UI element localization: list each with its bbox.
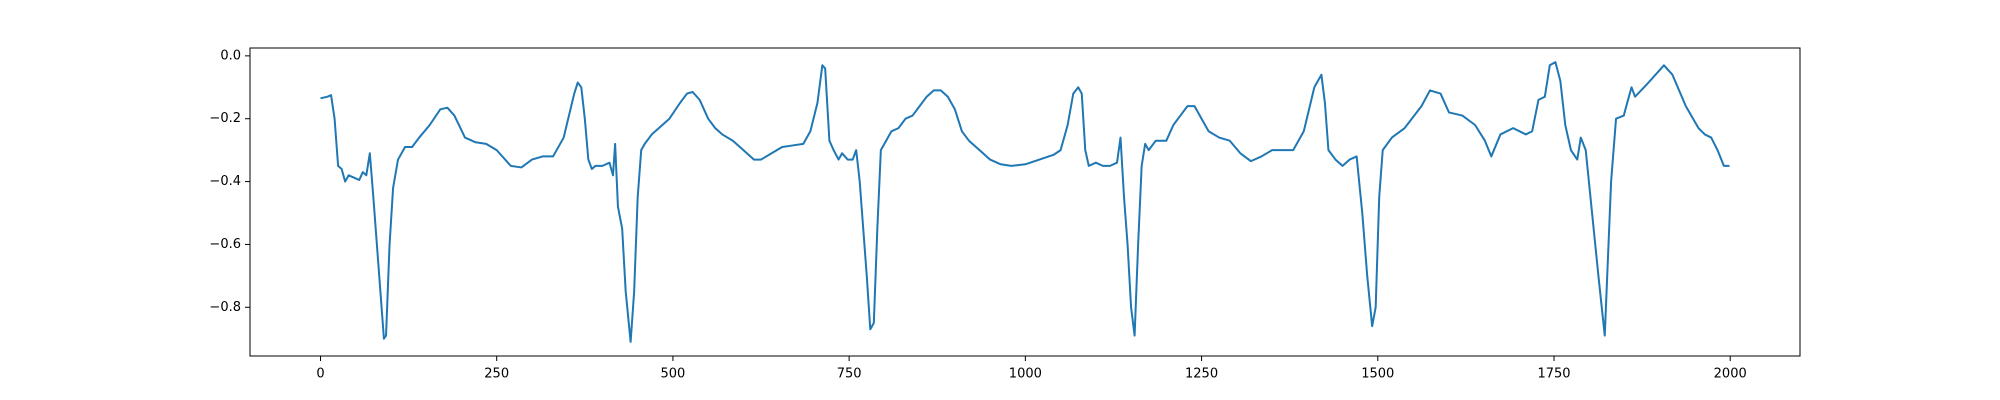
x-tick-label: 500 (661, 367, 686, 382)
y-tick-label: −0.2 (209, 111, 241, 126)
x-tick-label: 1000 (1009, 367, 1042, 382)
x-tick-label: 0 (316, 367, 324, 382)
y-tick-label: −0.4 (209, 174, 241, 189)
x-tick-label: 750 (837, 367, 862, 382)
x-tick-label: 2000 (1714, 367, 1747, 382)
y-tick-label: −0.6 (209, 237, 241, 252)
y-tick-label: 0.0 (220, 48, 241, 63)
y-tick-label: −0.8 (209, 300, 241, 315)
x-tick-label: 1250 (1185, 367, 1218, 382)
x-tick-label: 1750 (1537, 367, 1570, 382)
x-tick-label: 250 (484, 367, 509, 382)
plot-frame (249, 47, 1801, 357)
data-line (320, 61, 1730, 343)
x-tick-label: 1500 (1361, 367, 1394, 382)
